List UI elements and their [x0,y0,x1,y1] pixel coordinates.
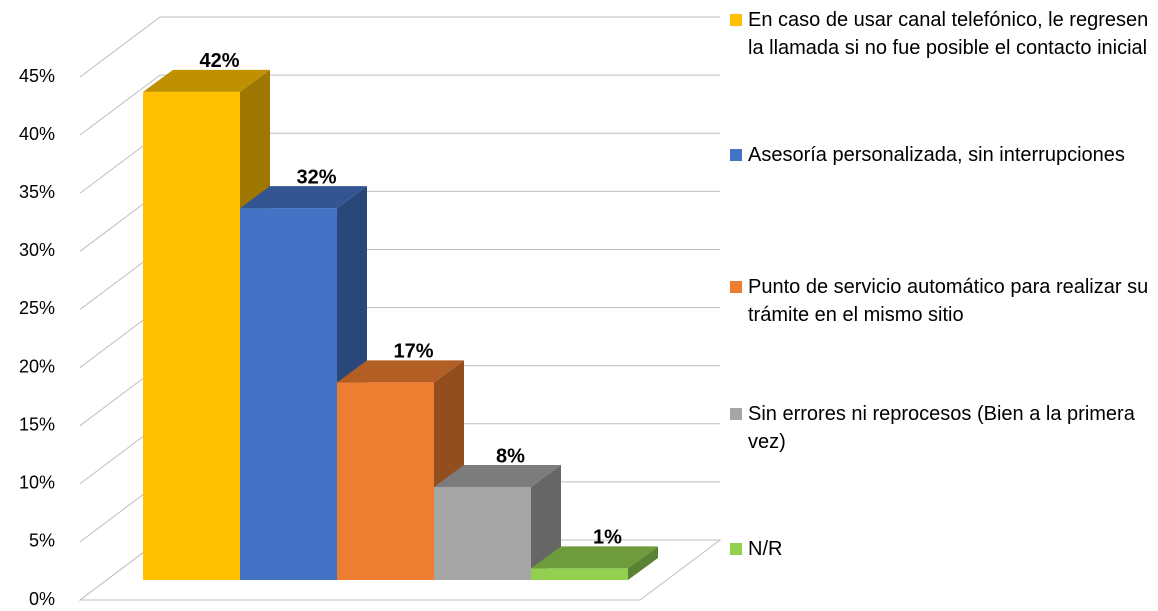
legend-entry: Punto de servicio automático para realiz… [730,273,1155,329]
bar-top [531,546,658,569]
data-label: 32% [296,166,336,188]
y-tick-label: 5% [29,531,55,551]
bar [434,465,561,580]
data-label: 17% [393,341,433,363]
legend-label: Sin errores ni reprocesos (Bien a la pri… [748,403,1135,453]
bar-front [240,208,337,581]
data-label: 8% [496,445,525,467]
legend-swatch [730,408,742,420]
legend-entry: Sin errores ni reprocesos (Bien a la pri… [730,400,1155,456]
bar-top [337,360,464,383]
legend-entry: Asesoría personalizada, sin interrupcion… [730,141,1155,169]
bar-top [240,186,367,209]
y-tick-label: 15% [19,414,55,434]
legend-swatch [730,543,742,555]
grid-line [79,74,720,136]
y-tick-label: 0% [29,589,55,609]
bar-side [628,546,658,580]
y-tick-label: 10% [19,473,55,493]
legend-label: Punto de servicio automático para realiz… [748,276,1149,326]
y-tick-label: 45% [19,66,55,86]
bar-front [143,91,240,580]
legend-label: En caso de usar canal telefónico, le reg… [748,9,1149,59]
y-tick-label: 25% [19,298,55,318]
legend-swatch [730,281,742,293]
bar-front [434,487,531,580]
bar-top [434,465,561,488]
grid-line [79,16,720,78]
legend-label: N/R [748,538,783,560]
bar-side [531,465,561,580]
y-tick-label: 35% [19,182,55,202]
data-label: 42% [199,50,239,72]
bar-front [531,568,628,580]
y-tick-label: 40% [19,124,55,144]
y-tick-label: 30% [19,240,55,260]
legend-entry: N/R [730,535,1155,563]
legend-swatch [730,14,742,26]
y-tick-label: 20% [19,356,55,376]
legend-swatch [730,149,742,161]
bar [531,546,658,580]
bar-front [337,382,434,580]
data-label: 1% [593,527,622,549]
legend-entry: En caso de usar canal telefónico, le reg… [730,6,1155,62]
bar-top [143,69,270,92]
legend-label: Asesoría personalizada, sin interrupcion… [748,144,1125,166]
